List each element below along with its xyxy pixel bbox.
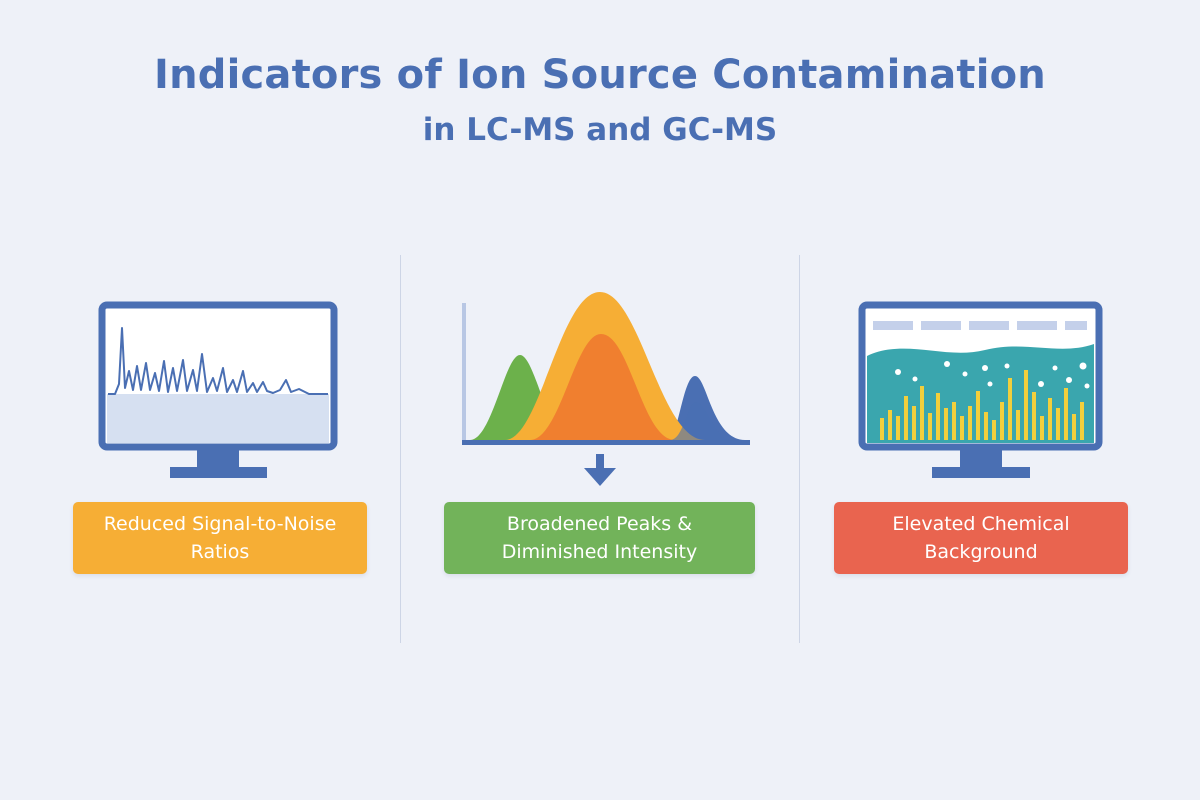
label-reduced-signal-to-noise-text: Reduced Signal-to-Noise Ratios <box>103 513 337 563</box>
broadened-peaks-chart-icon <box>462 292 750 486</box>
label-broadened-peaks-text: Broadened Peaks & Diminished Intensity <box>501 513 698 563</box>
label-elevated-chemical-background: Elevated Chemical Background <box>834 502 1128 574</box>
label-reduced-signal-to-noise: Reduced Signal-to-Noise Ratios <box>73 502 367 574</box>
monitor-noisy-spectrum-icon <box>98 301 338 478</box>
label-elevated-chemical-background-text: Elevated Chemical Background <box>892 513 1070 563</box>
panel-divider-right <box>799 255 800 643</box>
page-title: Indicators of Ion Source Contamination <box>154 52 1046 98</box>
monitor-chemical-background-icon <box>858 301 1103 478</box>
page-subtitle: in LC-MS and GC-MS <box>422 112 778 148</box>
panel-divider-left <box>400 255 401 643</box>
label-broadened-peaks: Broadened Peaks & Diminished Intensity <box>444 502 755 574</box>
